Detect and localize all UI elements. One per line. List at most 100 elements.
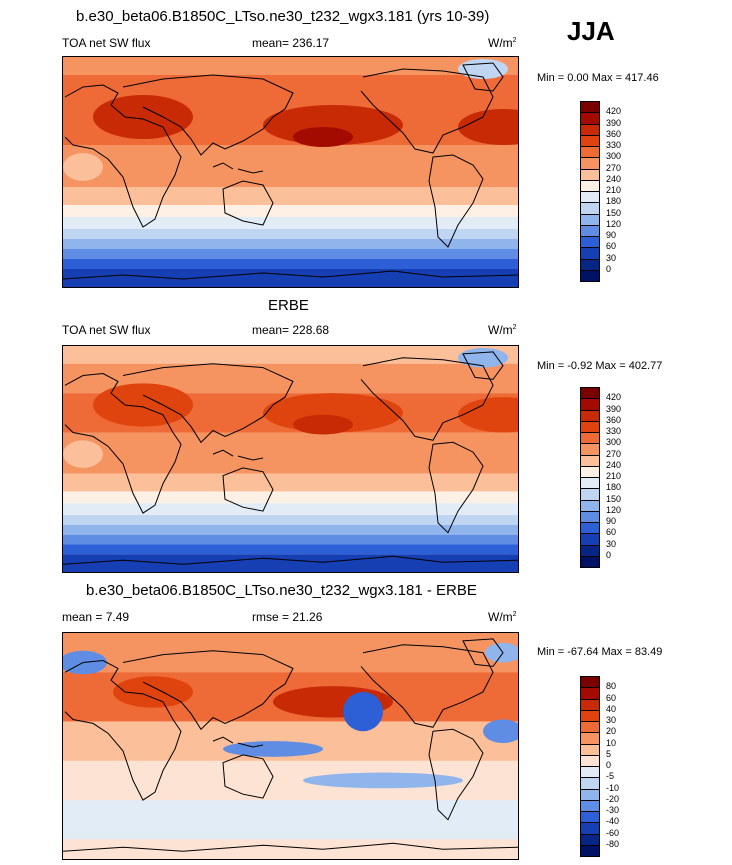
- panel1-title: b.e30_beta06.B1850C_LTso.ne30_t232_wgx3.…: [76, 8, 490, 25]
- colorbar-tick-label: 30: [606, 538, 617, 549]
- field-band: [63, 524, 518, 535]
- colorbar-tick-label: -80: [606, 838, 620, 849]
- colorbar-tick-label: 90: [606, 516, 617, 526]
- field-blob-atlantic: [458, 397, 518, 433]
- field-band: [63, 269, 518, 287]
- field-blob-greenland: [458, 347, 508, 368]
- field-band: [63, 800, 518, 840]
- coastline-south-america: [428, 154, 484, 248]
- field-band: [63, 554, 518, 572]
- panel3-mean-label: mean = 7.49: [62, 610, 130, 624]
- colorbar-tick-label: 420: [606, 392, 622, 403]
- coastline-north-america: [360, 644, 494, 728]
- field-band: [63, 491, 518, 504]
- field-band: [63, 229, 518, 239]
- panel3-colorbar: 80 60 40 30 20 10 5 0 -5 -10 -20 -30 -40 -60 -80: [580, 676, 640, 858]
- colorbar-tick-label: 180: [606, 196, 622, 207]
- colorbar-tick-label: 360: [606, 414, 622, 425]
- field-band: [63, 239, 518, 249]
- field-band: [63, 249, 518, 259]
- field-blob-itcz-negative: [223, 741, 323, 757]
- field-blob-atlantic: [458, 109, 518, 145]
- panel3-units-label: W/m2: [488, 610, 517, 624]
- field-band: [63, 839, 518, 859]
- colorbar-tick-label: 240: [606, 459, 622, 470]
- colorbar-tick-label: 0: [606, 549, 612, 560]
- coastline-asia: [122, 650, 294, 731]
- field-band: [63, 432, 518, 474]
- coastline-greenland: [462, 351, 504, 380]
- colorbar-tick-label: 390: [606, 403, 622, 414]
- colorbar-tick-label: 60: [606, 241, 617, 252]
- coastline-africa: [64, 84, 182, 228]
- colorbar-tick-label: 210: [606, 471, 622, 481]
- field-blob-sahara: [93, 95, 193, 139]
- colorbar-tick-label: 120: [606, 218, 622, 229]
- panel3-map: [62, 632, 519, 860]
- coastline-indonesia: [212, 449, 264, 461]
- field-band: [63, 544, 518, 555]
- panel2-map: [62, 345, 519, 573]
- coastline-australia: [222, 754, 274, 799]
- panel1-mean-label: mean= 236.17: [252, 36, 330, 50]
- colorbar-tick-label: 330: [606, 140, 622, 150]
- coastline-africa: [64, 372, 182, 514]
- field-blob-east-atlantic: [63, 440, 103, 468]
- colorbar-tick-label: -30: [606, 805, 620, 815]
- colorbar-tick-label: -20: [606, 793, 620, 804]
- colorbar-tick-label: 330: [606, 426, 622, 436]
- panel2-map-svg: [63, 346, 518, 572]
- coastline-antarctica: [63, 842, 518, 852]
- coastline-north-america: [360, 357, 494, 441]
- field-blob-greenland-negative: [485, 642, 518, 663]
- panel2-variable-label: TOA net SW flux: [62, 323, 151, 337]
- colorbar-tick-label: 80: [606, 681, 617, 692]
- colorbar-tick-label: 60: [606, 692, 617, 703]
- colorbar-tick-label: 210: [606, 185, 622, 195]
- panel1-variable-label: TOA net SW flux: [62, 36, 151, 50]
- field-blob-east-atlantic: [63, 153, 103, 181]
- coastline-africa: [64, 659, 182, 801]
- colorbar-tick-label: -60: [606, 827, 620, 838]
- colorbar-tick-label: 0: [606, 760, 612, 770]
- colorbar-tick-label: 90: [606, 230, 617, 240]
- coastline-indonesia: [212, 736, 264, 748]
- field-blob-south-pacific-negative: [303, 772, 463, 789]
- colorbar-tick-label: -5: [606, 771, 615, 782]
- season-label: JJA: [567, 16, 615, 46]
- coastline-antarctica: [63, 555, 518, 565]
- colorbar-tick-label: 150: [606, 493, 622, 504]
- colorbar-tick-label: 390: [606, 117, 622, 128]
- coastline-asia: [122, 363, 294, 444]
- colorbar-tick-label: 420: [606, 106, 622, 117]
- coastline-south-america: [428, 728, 484, 821]
- field-band: [63, 187, 518, 205]
- colorbar-tick-label: 60: [606, 527, 617, 538]
- coastline-indonesia: [212, 162, 264, 174]
- field-band: [63, 515, 518, 525]
- coastline-asia: [122, 74, 294, 156]
- panel2-title: ERBE: [268, 297, 309, 314]
- field-band: [63, 633, 518, 673]
- colorbar-tick-label: 270: [606, 448, 622, 459]
- colorbar-box: [580, 844, 600, 857]
- panel2-minmax: Min = -0.92 Max = 402.77: [537, 360, 663, 372]
- colorbar-tick-label: 5: [606, 748, 612, 759]
- field-band: [63, 205, 518, 217]
- colorbar-tick-label: 180: [606, 482, 622, 493]
- colorbar-tick-label: 30: [606, 715, 617, 725]
- colorbar-box: [580, 269, 600, 282]
- field-band: [63, 346, 518, 364]
- panel1-units-label: W/m2: [488, 36, 517, 50]
- panel1-colorbar: 420 390 360 330 300 270 240 210 180 150 120 90 60 30 0: [580, 101, 640, 283]
- field-band: [63, 473, 518, 492]
- panel1-minmax: Min = 0.00 Max = 417.46: [537, 72, 659, 84]
- panel3-map-svg: [63, 633, 518, 859]
- field-band: [63, 259, 518, 269]
- field-band: [63, 503, 518, 516]
- panel1-map-svg: [63, 57, 518, 287]
- colorbar-tick-label: 0: [606, 263, 612, 274]
- colorbar-tick-label: 150: [606, 207, 622, 218]
- coastline-greenland: [462, 638, 504, 667]
- panel3-title: b.e30_beta06.B1850C_LTso.ne30_t232_wgx3.…: [86, 582, 477, 599]
